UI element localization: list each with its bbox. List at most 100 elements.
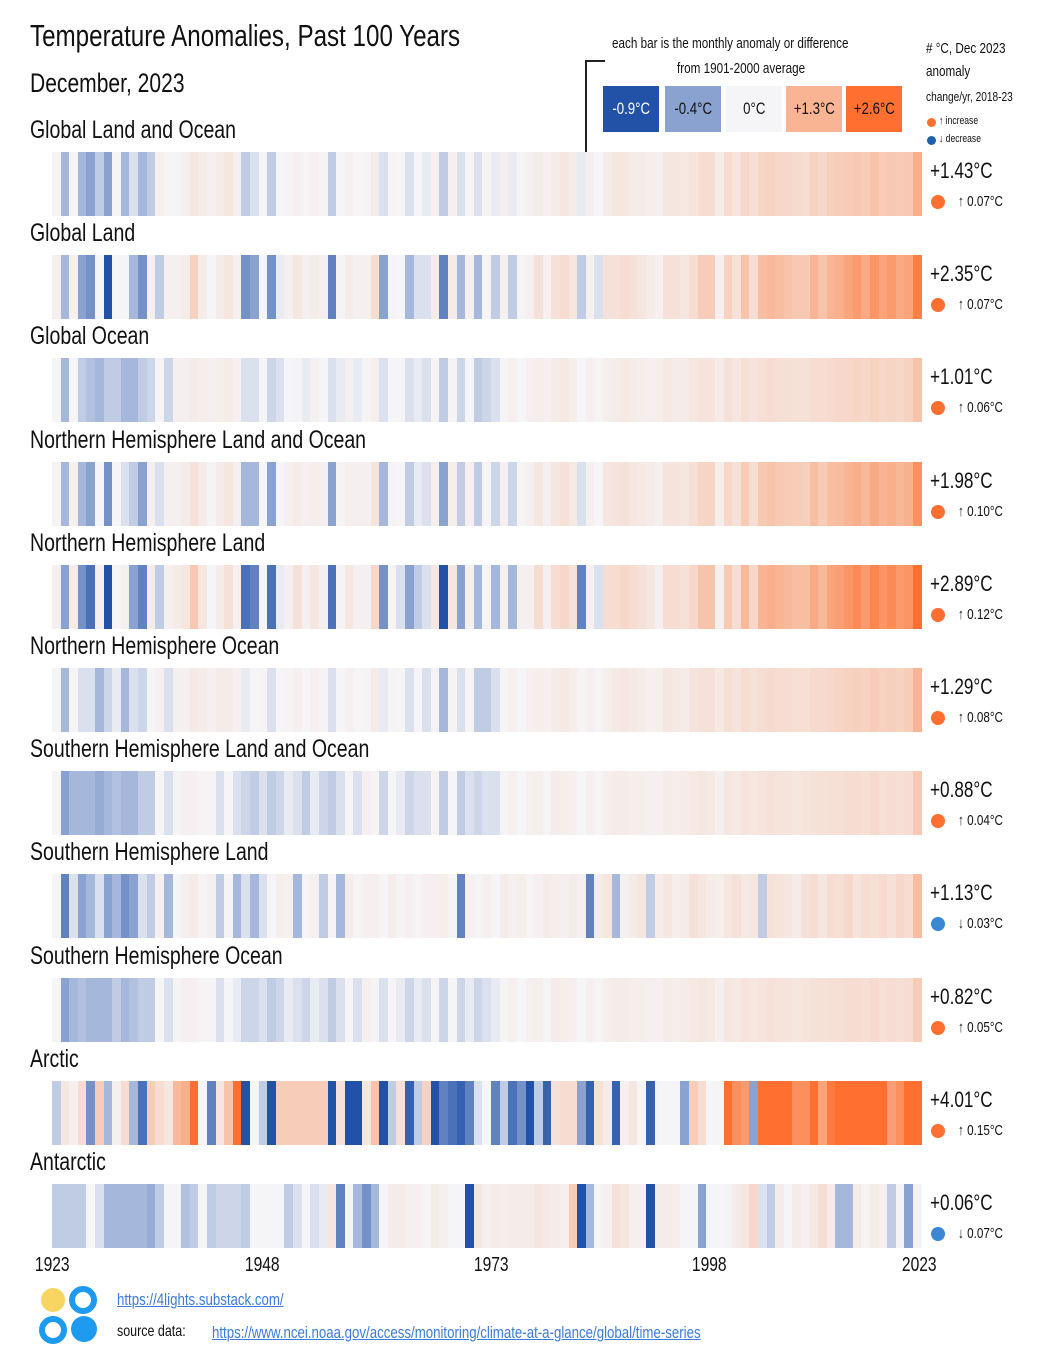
stripe-bar [482, 1080, 492, 1145]
stripe-bar [456, 668, 466, 732]
stripe-bar [163, 152, 173, 216]
stripe-bar [654, 255, 664, 320]
stripe-bar [861, 564, 870, 629]
stripe-bar [258, 977, 268, 1042]
stripe-bar [293, 152, 302, 216]
stripe-bar [852, 358, 862, 423]
stripe-bar [293, 1080, 302, 1145]
stripe-bar [465, 564, 474, 629]
stripe-bar [155, 255, 164, 320]
stripe-bar [258, 668, 268, 732]
stripe-bar [224, 668, 233, 732]
stripe-bar [852, 1184, 862, 1248]
increase-dot-icon [931, 401, 945, 416]
stripe-row [52, 564, 922, 629]
stripe-bar [103, 255, 113, 320]
stripe-bar [370, 1184, 380, 1248]
stripe-bar [749, 152, 758, 216]
stripe-bar [206, 1080, 216, 1145]
stripe-bar [499, 255, 509, 320]
stripe-bar [646, 1080, 655, 1145]
chart-title: Temperature Anomalies, Past 100 Years [30, 18, 461, 53]
stripe-bar [671, 152, 681, 216]
stripe-bar [508, 358, 517, 423]
stripe-bar [86, 152, 96, 216]
stripe-bar [689, 1184, 698, 1248]
stripe-bar [706, 771, 715, 836]
stripe-bar [499, 461, 509, 526]
stripe-bar [508, 771, 517, 836]
change-per-year: ↑ 0.07°C [958, 193, 1004, 210]
stripe-bar [542, 1080, 552, 1145]
stripe-bar [422, 152, 431, 216]
stripe-bar [301, 564, 311, 629]
stripe-bar [241, 461, 251, 526]
stripe-bar [146, 564, 156, 629]
site-link[interactable]: https://4lights.substack.com/ [117, 1290, 284, 1309]
stripe-bar [422, 771, 431, 836]
stripe-bar [809, 152, 819, 216]
stripe-bar [215, 771, 225, 836]
change-per-year: ↑ 0.08°C [958, 709, 1004, 726]
stripe-bar [568, 1080, 578, 1145]
stripe-bar [129, 1184, 139, 1248]
stripe-bar [792, 977, 802, 1042]
stripe-bar [448, 977, 457, 1042]
stripe-bar [448, 668, 457, 732]
stripe-bar [379, 874, 388, 939]
stripe-bar [103, 771, 113, 836]
stripe-bar [904, 1080, 913, 1145]
stripe-bar [482, 1184, 492, 1248]
stripe-bar [86, 1080, 96, 1145]
stripe-bar [912, 771, 922, 836]
stripe-bar [611, 564, 621, 629]
stripe-bar [69, 461, 78, 526]
stripe-bar [732, 874, 741, 939]
stripe-bar [215, 461, 225, 526]
stripe-bar [766, 977, 776, 1042]
stripe-bar [706, 874, 715, 939]
stripe-bar [516, 461, 526, 526]
stripe-bar [138, 874, 147, 939]
stripe-bar [482, 977, 492, 1042]
stripe-bar [801, 874, 810, 939]
stripe-bar [844, 461, 853, 526]
stripe-bar [723, 771, 733, 836]
stripe-bar [818, 771, 827, 836]
stripe-bar [611, 255, 621, 320]
stripe-bar [293, 1184, 302, 1248]
stripe-bar [887, 461, 896, 526]
stripe-bar [869, 1184, 879, 1248]
stripe-bar [603, 1080, 612, 1145]
stripe-bar [267, 1080, 276, 1145]
stripe-bar [887, 1184, 896, 1248]
stripe-bar [258, 564, 268, 629]
stripe-bar [826, 255, 836, 320]
stripe-bar [163, 564, 173, 629]
stripe-bar [534, 152, 543, 216]
stripe-bar [491, 564, 500, 629]
stripe-bar [155, 874, 164, 939]
stripe-bar [525, 564, 535, 629]
stripe-bar [120, 358, 130, 423]
stripe-bar [370, 564, 380, 629]
stripe-bar [224, 461, 233, 526]
stripe-bar [430, 358, 440, 423]
stripe-bar [568, 977, 578, 1042]
stripe-bar [775, 358, 784, 423]
stripe-bar [689, 564, 698, 629]
stripe-bar [801, 1184, 810, 1248]
source-link[interactable]: https://www.ncei.noaa.gov/access/monitor… [212, 1323, 701, 1342]
stripe-bar [181, 564, 190, 629]
stripe-bar [628, 771, 638, 836]
stripe-bar [327, 564, 337, 629]
stripe-bar [69, 152, 78, 216]
stripe-bar [344, 1184, 354, 1248]
stripe-bar [232, 977, 242, 1042]
stripe-bar [740, 1184, 750, 1248]
stripe-bar [852, 668, 862, 732]
stripe-bar [52, 771, 61, 836]
stripe-bar [301, 771, 311, 836]
stripe-bar [714, 152, 724, 216]
stripe-bar [241, 564, 251, 629]
